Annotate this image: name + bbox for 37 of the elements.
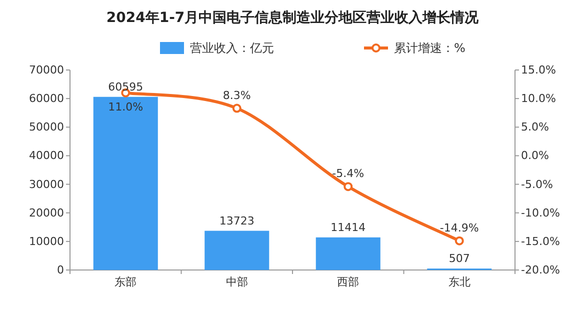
data-label: 13723 bbox=[219, 214, 254, 228]
y2-tick-label: -20.0% bbox=[521, 264, 560, 276]
data-label: 11414 bbox=[330, 220, 366, 234]
y-tick-label: 70000 bbox=[29, 64, 64, 76]
y2-tick-label: 10.0% bbox=[521, 92, 556, 106]
x-tick-label: 东部 bbox=[114, 276, 137, 288]
data-label: -14.9% bbox=[440, 221, 479, 234]
bar bbox=[204, 230, 270, 270]
legend-label: 累计增速：% bbox=[394, 41, 466, 55]
y2-tick-label: 15.0% bbox=[521, 64, 556, 76]
point bbox=[454, 236, 464, 246]
y2-tick-label: 0.0% bbox=[521, 149, 549, 162]
chart-title: 2024年1-7月中国电子信息制造业分地区营业收入增长情况 bbox=[106, 10, 480, 26]
y2-tick-label: -5.0% bbox=[521, 178, 553, 191]
legend-label: 营业收入：亿元 bbox=[190, 41, 274, 55]
y-tick-label: 0 bbox=[57, 264, 64, 276]
point bbox=[232, 104, 242, 113]
data-label: 11.0% bbox=[108, 100, 144, 114]
y-tick-label: 60000 bbox=[29, 92, 64, 106]
data-label: 507 bbox=[448, 252, 470, 266]
x-tick-label: 东北 bbox=[448, 276, 470, 288]
bar bbox=[316, 237, 380, 270]
y2-tick-label: -10.0% bbox=[521, 206, 560, 220]
y-tick-label: 20000 bbox=[29, 206, 64, 220]
point bbox=[344, 182, 353, 192]
bar bbox=[93, 96, 158, 270]
x-tick-label: 西部 bbox=[337, 276, 360, 288]
y2-tick-label: -15.0% bbox=[521, 234, 560, 248]
y-tick-label: 30000 bbox=[29, 178, 64, 191]
data-label: -5.4% bbox=[332, 167, 364, 180]
data-label: 60595 bbox=[108, 80, 144, 94]
x-tick-label: 中部 bbox=[226, 276, 248, 288]
y-tick-label: 10000 bbox=[29, 234, 64, 248]
y2-tick-label: 5.0% bbox=[521, 120, 549, 134]
y-tick-label: 50000 bbox=[29, 120, 64, 134]
data-label: 8.3% bbox=[222, 88, 251, 102]
y-tick-label: 40000 bbox=[29, 149, 64, 162]
